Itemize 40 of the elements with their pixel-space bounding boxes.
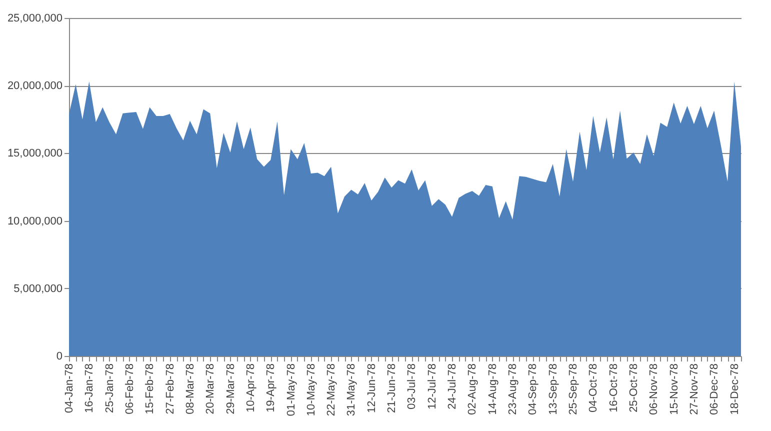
x-tick-label: 25-Sep-78 bbox=[568, 364, 580, 415]
x-tick-label: 03-Jul-78 bbox=[406, 364, 418, 410]
x-tick-label: 15-Nov-78 bbox=[668, 364, 680, 415]
x-tick-label: 12-Jul-78 bbox=[426, 364, 438, 410]
x-tick-label: 24-Jul-78 bbox=[446, 364, 459, 410]
x-tick-label: 12-Jun-78 bbox=[366, 364, 378, 414]
y-tick-label: 15,000,000 bbox=[7, 148, 62, 160]
x-tick-label: 04-Sep-78 bbox=[527, 364, 540, 415]
x-tick-label: 21-Jun-78 bbox=[386, 364, 398, 414]
x-tick-label: 16-Jan-78 bbox=[84, 364, 96, 414]
y-tick-label: 20,000,000 bbox=[7, 80, 62, 92]
x-tick-label: 15-Feb-78 bbox=[144, 364, 156, 414]
x-tick-label: 20-Mar-78 bbox=[204, 364, 217, 414]
x-tick-label: 19-Apr-78 bbox=[265, 364, 278, 412]
y-tick-label: 25,000,000 bbox=[7, 12, 62, 24]
x-tick-label: 14-Aug-78 bbox=[486, 364, 499, 415]
x-tick-label: 04-Jan-78 bbox=[64, 364, 76, 414]
x-tick-label: 10-Apr-78 bbox=[244, 364, 257, 412]
x-tick-label: 04-Oct-78 bbox=[588, 364, 600, 412]
x-tick-label: 22-May-78 bbox=[326, 364, 338, 416]
x-tick-label: 06-Nov-78 bbox=[648, 364, 660, 415]
x-tick-label: 02-Aug-78 bbox=[466, 364, 479, 415]
x-tick-label: 31-May-78 bbox=[346, 364, 358, 416]
x-tick-label: 27-Nov-78 bbox=[688, 364, 700, 415]
x-tick-label: 16-Oct-78 bbox=[608, 364, 620, 412]
x-tick-label: 06-Dec-78 bbox=[708, 364, 721, 415]
x-tick-label: 27-Feb-78 bbox=[164, 364, 176, 414]
x-tick-label: 08-Mar-78 bbox=[184, 364, 196, 414]
x-tick-label: 23-Aug-78 bbox=[507, 364, 520, 415]
y-tick-label: 0 bbox=[56, 350, 62, 362]
x-tick-label: 29-Mar-78 bbox=[224, 364, 237, 414]
x-tick-label: 01-May-78 bbox=[285, 364, 298, 416]
x-tick-label: 06-Feb-78 bbox=[124, 364, 136, 414]
y-tick-label: 10,000,000 bbox=[7, 215, 62, 228]
y-tick-label: 5,000,000 bbox=[14, 282, 62, 295]
x-tick-label: 10-May-78 bbox=[305, 364, 318, 416]
x-tick-label: 18-Dec-78 bbox=[728, 364, 741, 415]
x-tick-label: 13-Sep-78 bbox=[547, 364, 560, 415]
x-tick-label: 25-Oct-78 bbox=[628, 364, 640, 412]
x-tick-label: 25-Jan-78 bbox=[104, 364, 116, 414]
